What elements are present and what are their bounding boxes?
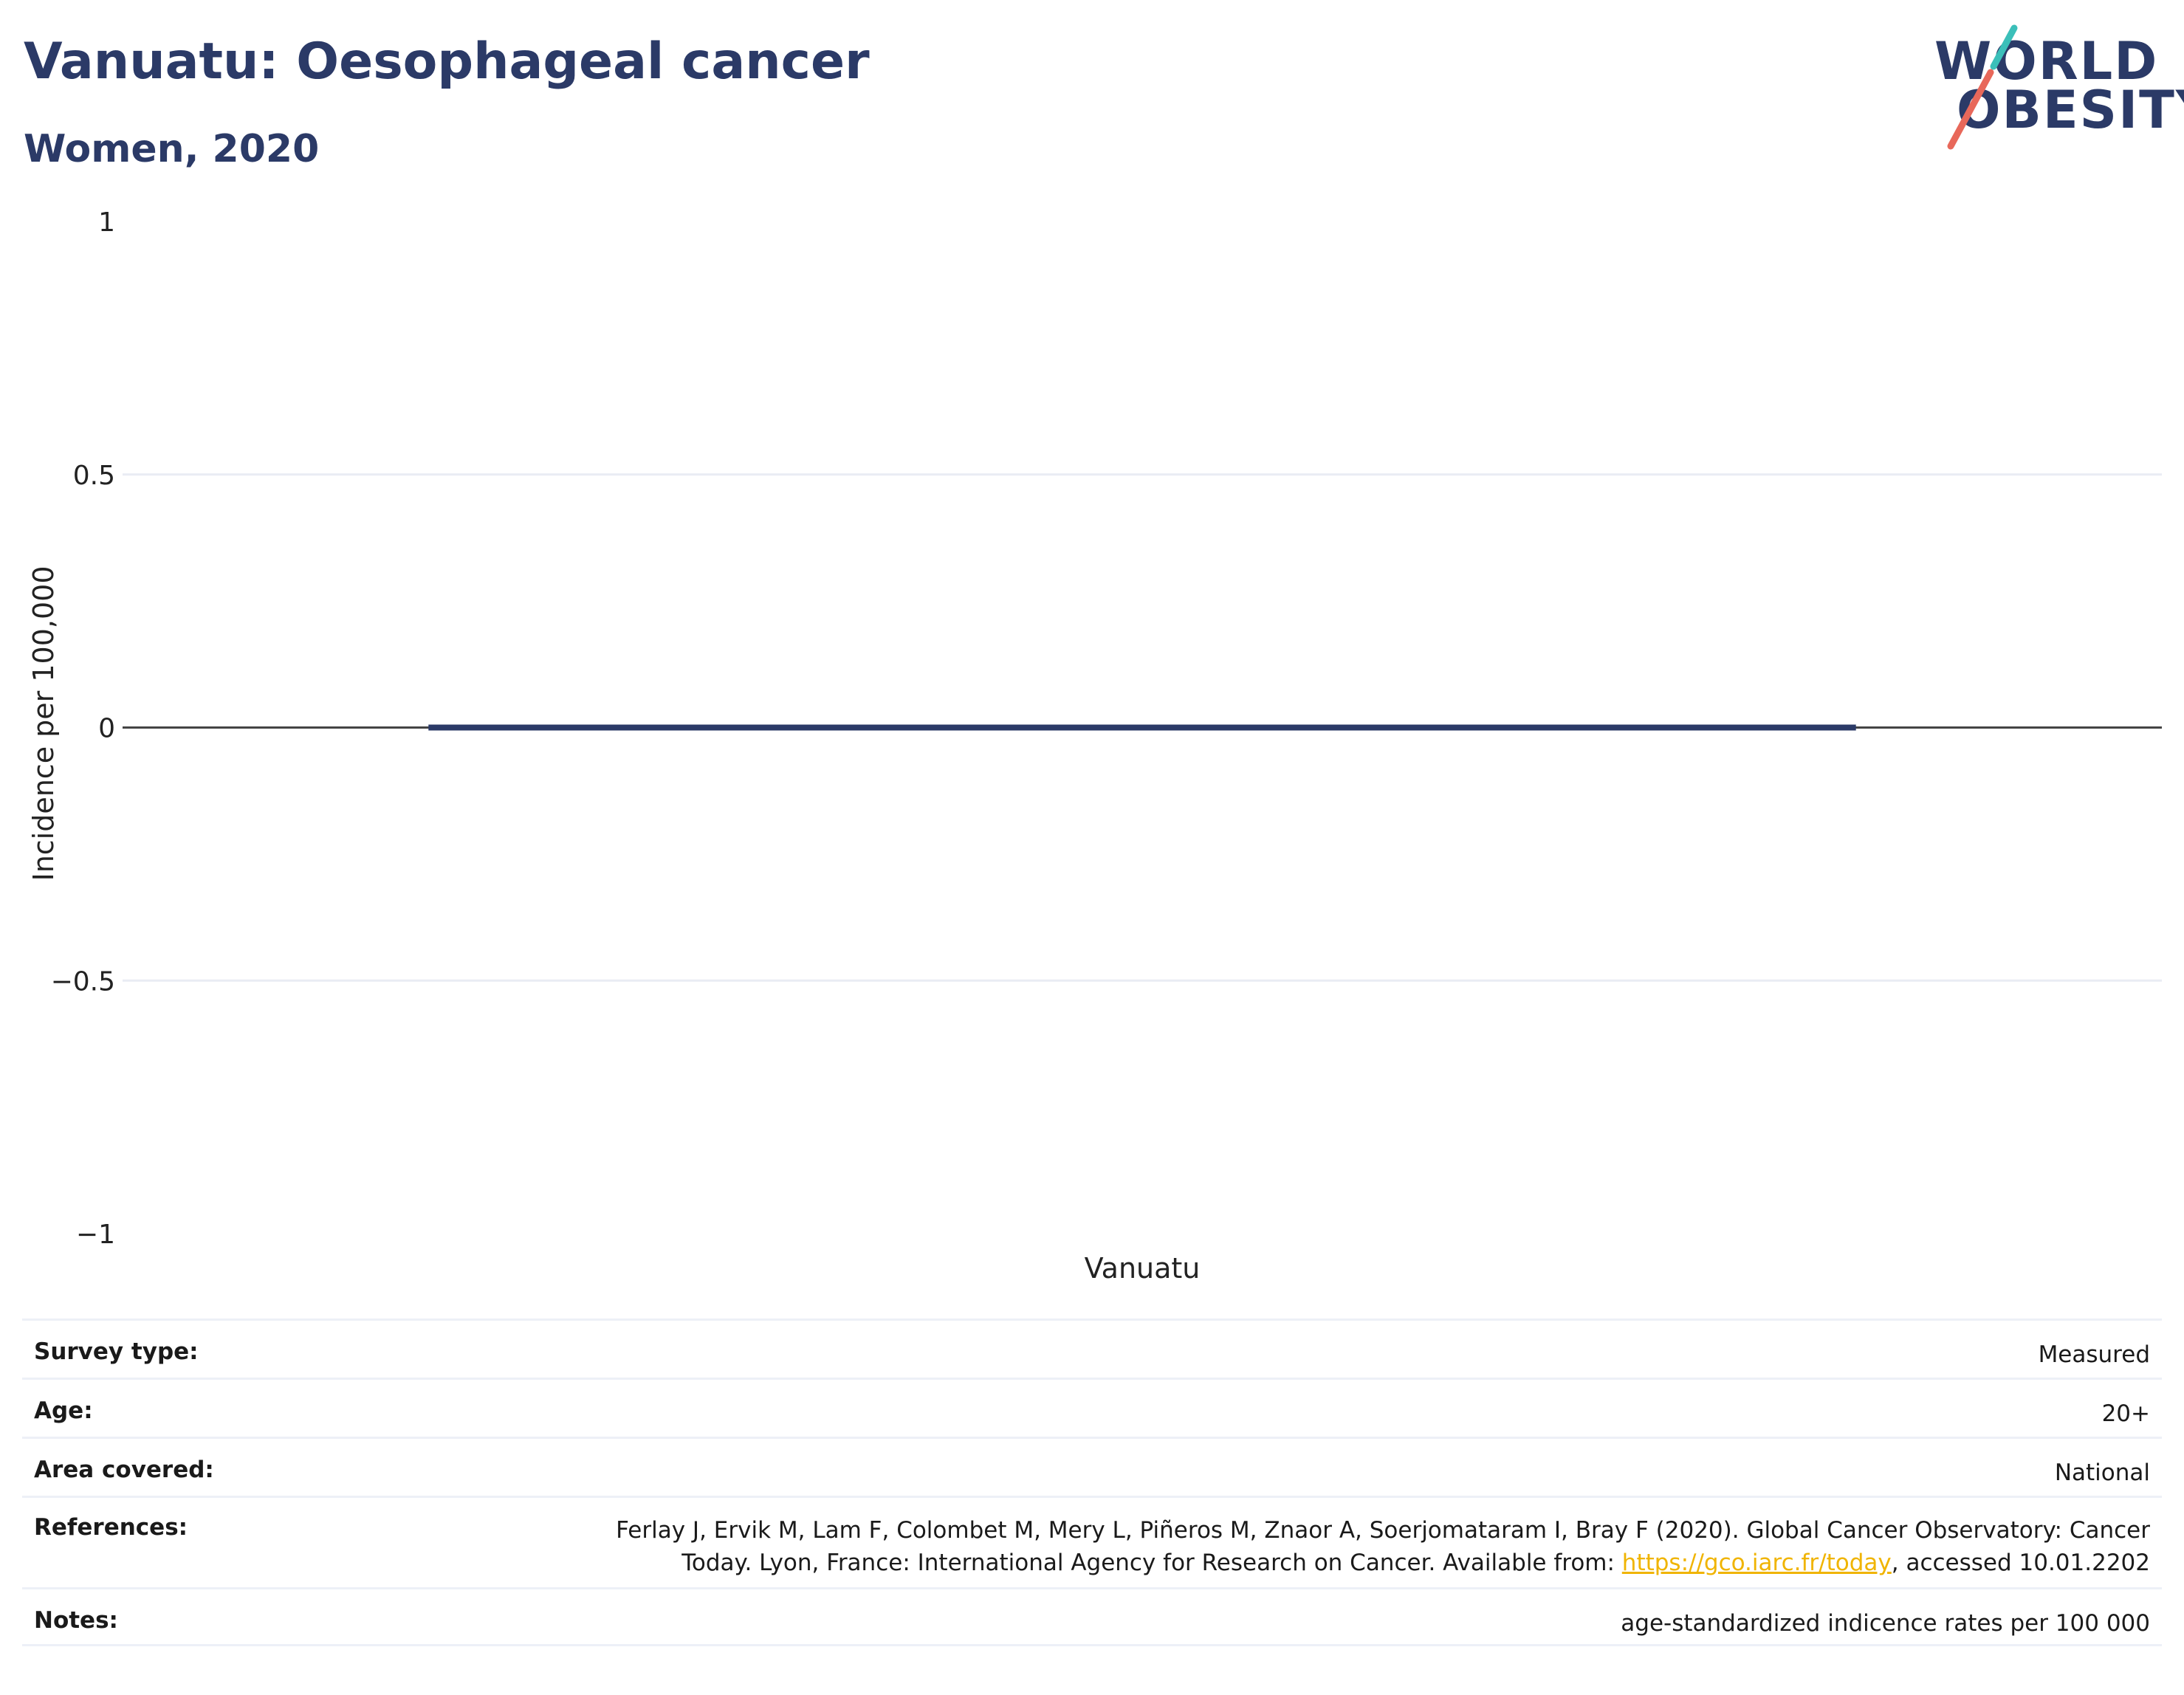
y-tick-label: 0.5 [73, 461, 115, 491]
notes-value: age-standardized indicence rates per 100… [1621, 1610, 2150, 1637]
y-tick-label: −0.5 [51, 966, 115, 997]
bar-chart: 1 0.5 0 −0.5 −1 Vanuatu Incidence per 100,00… [27, 207, 2162, 1285]
logo-slash-icon [1947, 24, 2018, 150]
references-line-1: Ferlay J, Ervik M, Lam F, Colombet M, Me… [616, 1517, 2150, 1544]
survey-type-label: Survey type: [34, 1338, 199, 1365]
info-row-survey-type: Survey type: Measured [22, 1318, 2162, 1378]
bars [428, 724, 1856, 731]
references-accessed: , accessed 10.01.2202 [1891, 1550, 2150, 1576]
x-category-label: Vanuatu [1085, 1252, 1201, 1285]
survey-type-value: Measured [2038, 1341, 2150, 1368]
logo-line-2: OBESITY [1957, 80, 2184, 140]
references-value: Ferlay J, Ervik M, Lam F, Colombet M, Me… [616, 1514, 2162, 1579]
y-tick-label: −1 [76, 1220, 115, 1250]
age-label: Age: [34, 1397, 93, 1424]
info-row-notes: Notes: age-standardized indicence rates … [22, 1587, 2162, 1646]
age-value: 20+ [2101, 1400, 2150, 1427]
y-tick-label: 1 [98, 207, 115, 238]
info-row-references: References: Ferlay J, Ervik M, Lam F, Co… [22, 1496, 2162, 1587]
x-axis-categories: Vanuatu [1085, 1252, 1201, 1285]
y-tick-label: 0 [98, 714, 115, 744]
y-axis-ticks: 1 0.5 0 −0.5 −1 [51, 207, 115, 1250]
chart-title: Vanuatu: Oesophageal cancer [24, 32, 870, 91]
logo-line-1: WORLD [1934, 31, 2159, 92]
info-row-area: Area covered: National [22, 1437, 2162, 1496]
y-axis-label: Incidence per 100,000 [27, 565, 60, 881]
info-row-age: Age: 20+ [22, 1378, 2162, 1437]
notes-label: Notes: [34, 1607, 118, 1634]
references-line-2: Today. Lyon, France: International Agenc… [681, 1550, 1622, 1576]
world-obesity-logo: WORLD OBESITY [1920, 21, 2184, 154]
references-link[interactable]: https://gco.iarc.fr/today [1621, 1550, 1892, 1576]
area-label: Area covered: [34, 1457, 214, 1483]
chart-subtitle: Women, 2020 [24, 127, 320, 171]
references-label: References: [34, 1514, 188, 1541]
area-value: National [2054, 1460, 2150, 1486]
info-table: Survey type: Measured Age: 20+ Area cove… [22, 1318, 2162, 1646]
bar [428, 724, 1856, 731]
